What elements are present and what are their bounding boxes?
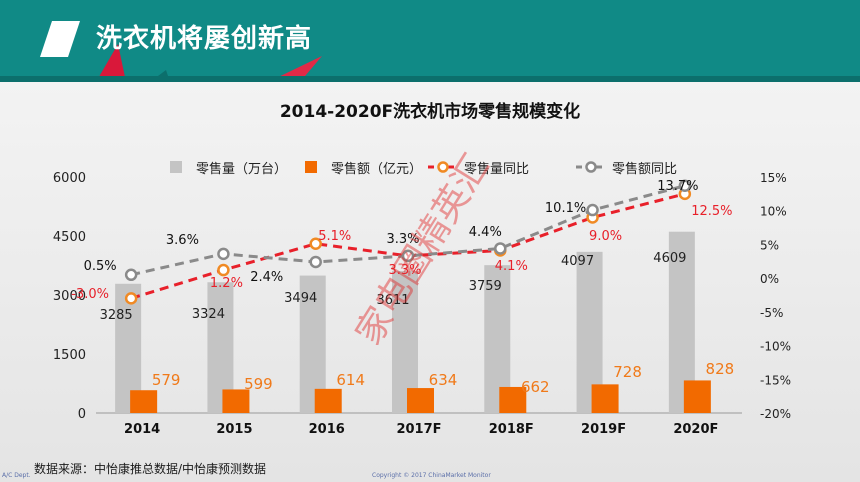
x-category-label: 2014 [124, 422, 160, 437]
data-label-amount: 728 [613, 363, 642, 381]
data-label-volume-yoy: -3.0% [71, 287, 109, 302]
data-label-amount-yoy: 2.4% [250, 270, 283, 285]
point-volume-yoy [309, 237, 322, 251]
data-label-volume: 3285 [100, 308, 133, 323]
y-right-tick-label: -5% [760, 306, 783, 320]
point-amount-yoy [678, 179, 692, 193]
data-label-amount-yoy: 13.7% [657, 179, 698, 194]
y-left-tick-label: 0 [78, 407, 86, 422]
point-amount-yoy [401, 249, 415, 263]
department-label: A/C Dept. [2, 472, 31, 479]
y-right-tick-label: -15% [760, 373, 791, 387]
data-label-volume-yoy: 12.5% [691, 204, 732, 219]
bar-amount [407, 388, 434, 413]
y-right-tick-label: -20% [760, 407, 791, 421]
x-category-label: 2020F [673, 422, 718, 437]
copyright-notice: Copyright © 2017 ChinaMarket Monitor [372, 472, 491, 479]
bar-amount [591, 384, 619, 413]
bar-amount [683, 380, 711, 413]
y-left-tick-label: 6000 [53, 171, 86, 186]
legend-marker-3 [585, 161, 597, 173]
data-label-amount-yoy: 3.3% [386, 232, 419, 247]
data-label-amount: 634 [429, 371, 458, 389]
y-left-tick-label: 3000 [53, 289, 86, 304]
bar-amount [314, 388, 342, 413]
data-label-volume: 4609 [653, 251, 686, 266]
data-label-volume: 3324 [192, 307, 225, 322]
data-label-volume-yoy: 9.0% [589, 229, 622, 244]
point-amount-yoy [217, 247, 230, 261]
y-right-tick-label: 5% [760, 238, 779, 252]
title-badge-icon [40, 21, 80, 57]
header-stripe [0, 76, 860, 82]
slide-title: 洗衣机将屡创新高 [96, 24, 313, 54]
chart-title: 2014-2020F洗衣机市场零售规模变化 [279, 102, 581, 122]
slide-header: 洗衣机将屡创新高 [0, 0, 860, 82]
bar-amount [130, 390, 158, 413]
data-source-note: 数据来源：中怡康推总数据/中怡康预测数据 [34, 462, 267, 476]
data-label-amount: 614 [336, 371, 365, 389]
point-volume-yoy [217, 263, 230, 277]
data-label-amount: 599 [244, 375, 273, 393]
point-amount-yoy [586, 203, 599, 217]
y-right-tick-label: -10% [760, 340, 791, 354]
legend-marker-2 [437, 161, 449, 173]
legend-label-0: 零售量（万台） [196, 161, 287, 177]
y-right-tick-label: 10% [760, 205, 787, 219]
data-label-amount: 662 [521, 378, 550, 396]
x-category-label: 2015 [216, 422, 252, 437]
data-label-amount: 579 [152, 371, 181, 389]
bar-amount [222, 389, 250, 413]
point-amount-yoy [494, 242, 507, 255]
data-label-volume-yoy: 4.1% [495, 259, 528, 274]
data-label-volume-yoy: 5.1% [318, 229, 351, 244]
x-category-label: 2017F [396, 422, 441, 437]
y-right-tick-label: 15% [760, 171, 787, 185]
y-right-tick-label: 0% [760, 272, 779, 286]
point-volume-yoy [124, 292, 138, 305]
point-amount-yoy [309, 255, 322, 269]
data-label-amount-yoy: 10.1% [545, 201, 586, 216]
point-amount-yoy [124, 268, 138, 282]
data-label-amount-yoy: 4.4% [469, 225, 502, 240]
data-label-volume-yoy: 1.2% [210, 276, 243, 291]
data-label-volume: 3611 [376, 293, 409, 308]
legend-swatch-1 [305, 161, 317, 173]
y-left-tick-label: 1500 [53, 348, 86, 363]
bar-amount [499, 386, 527, 413]
legend-label-2: 零售量同比 [464, 161, 529, 177]
legend-swatch-0 [170, 161, 182, 173]
data-label-volume: 3759 [469, 279, 502, 294]
legend-label-1: 零售额（亿元） [331, 161, 422, 177]
x-category-label: 2019F [581, 422, 626, 437]
data-label-amount-yoy: 3.6% [166, 233, 199, 248]
data-label-volume: 3494 [284, 291, 317, 306]
slide-content-area [0, 82, 860, 482]
y-left-tick-label: 4500 [53, 230, 86, 245]
data-label-amount: 828 [706, 360, 735, 378]
legend-label-3: 零售额同比 [612, 161, 677, 177]
data-label-amount-yoy: 0.5% [84, 259, 117, 274]
x-category-label: 2016 [309, 422, 345, 437]
x-category-label: 2018F [489, 422, 534, 437]
data-label-volume-yoy: 3.3% [388, 263, 421, 278]
data-label-volume: 4097 [561, 254, 594, 269]
